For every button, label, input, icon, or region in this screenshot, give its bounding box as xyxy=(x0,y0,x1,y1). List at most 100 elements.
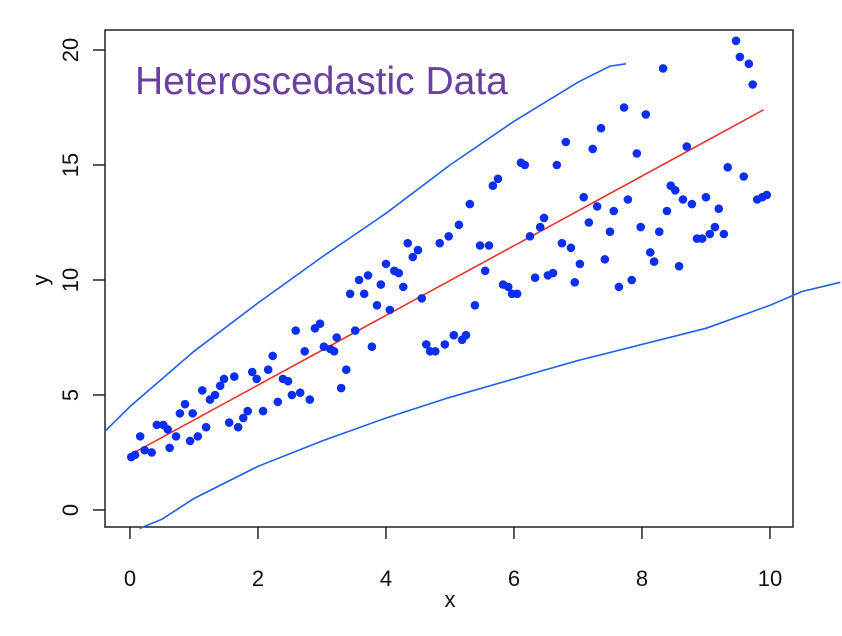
point xyxy=(394,268,404,278)
point xyxy=(188,409,197,418)
point xyxy=(705,229,715,239)
point xyxy=(268,351,277,361)
point xyxy=(682,142,692,151)
x-tick-label: 2 xyxy=(252,566,264,591)
point xyxy=(444,231,453,241)
point xyxy=(449,330,459,340)
point xyxy=(461,330,471,340)
point xyxy=(197,386,207,395)
point xyxy=(417,294,427,303)
y-tick-label: 20 xyxy=(58,38,83,62)
point xyxy=(735,52,745,62)
point xyxy=(697,234,707,243)
point xyxy=(219,374,229,384)
point xyxy=(163,425,173,434)
y-tick-label: 10 xyxy=(58,268,83,292)
point xyxy=(584,218,594,227)
y-tick-label: 15 xyxy=(58,153,83,177)
point xyxy=(341,365,351,374)
point xyxy=(623,195,633,204)
point xyxy=(435,238,445,248)
point xyxy=(570,277,580,287)
point xyxy=(367,342,377,351)
point xyxy=(175,409,185,418)
point xyxy=(636,222,645,232)
point xyxy=(185,436,195,446)
point xyxy=(605,227,615,236)
x-axis-label: x xyxy=(445,587,456,612)
point xyxy=(372,300,382,310)
point xyxy=(258,406,268,416)
point xyxy=(363,271,373,280)
point xyxy=(381,259,391,269)
point xyxy=(336,383,346,393)
point xyxy=(714,204,724,213)
point xyxy=(566,243,576,253)
y-tick-label: 5 xyxy=(58,389,83,401)
point xyxy=(719,229,729,239)
point xyxy=(762,190,772,200)
point xyxy=(229,372,239,381)
point xyxy=(421,340,431,349)
point xyxy=(493,174,503,184)
point xyxy=(561,137,571,147)
point xyxy=(512,289,522,299)
point xyxy=(171,432,181,441)
point xyxy=(398,282,408,292)
x-tick-label: 8 xyxy=(636,566,648,591)
point xyxy=(430,346,440,356)
point xyxy=(193,432,203,441)
point xyxy=(359,289,369,299)
point xyxy=(130,450,140,460)
point xyxy=(592,202,602,211)
point xyxy=(147,448,157,457)
point xyxy=(376,280,386,289)
point xyxy=(165,443,174,453)
point xyxy=(180,399,190,409)
line xyxy=(103,63,627,433)
point xyxy=(662,206,672,216)
x-tick-label: 0 xyxy=(124,566,136,591)
point xyxy=(748,80,757,89)
point xyxy=(465,199,475,209)
point xyxy=(283,376,293,386)
point xyxy=(233,422,243,432)
point xyxy=(243,406,253,416)
point xyxy=(408,252,418,262)
point xyxy=(385,305,395,315)
y-axis-label: y xyxy=(28,275,53,286)
point xyxy=(332,333,341,342)
point xyxy=(295,388,305,397)
point xyxy=(263,365,273,374)
point xyxy=(238,413,248,423)
point xyxy=(350,326,360,335)
point xyxy=(575,259,585,269)
point xyxy=(201,422,211,432)
point xyxy=(678,195,688,204)
point xyxy=(215,381,225,391)
point xyxy=(710,222,720,232)
point xyxy=(596,123,606,133)
point xyxy=(632,149,642,158)
point xyxy=(548,268,558,278)
point xyxy=(614,282,624,292)
point xyxy=(739,172,749,181)
line xyxy=(129,109,764,456)
point xyxy=(701,192,711,202)
point xyxy=(484,241,494,250)
point xyxy=(247,367,257,377)
point xyxy=(413,245,423,255)
point xyxy=(252,374,261,384)
chart-title: Heteroscedastic Data xyxy=(135,60,508,103)
point xyxy=(670,186,680,195)
point xyxy=(627,275,637,285)
point xyxy=(210,390,220,400)
point xyxy=(649,257,659,266)
point xyxy=(658,64,668,73)
point xyxy=(552,160,562,170)
point xyxy=(470,300,480,310)
point xyxy=(579,192,589,202)
point xyxy=(641,110,651,119)
